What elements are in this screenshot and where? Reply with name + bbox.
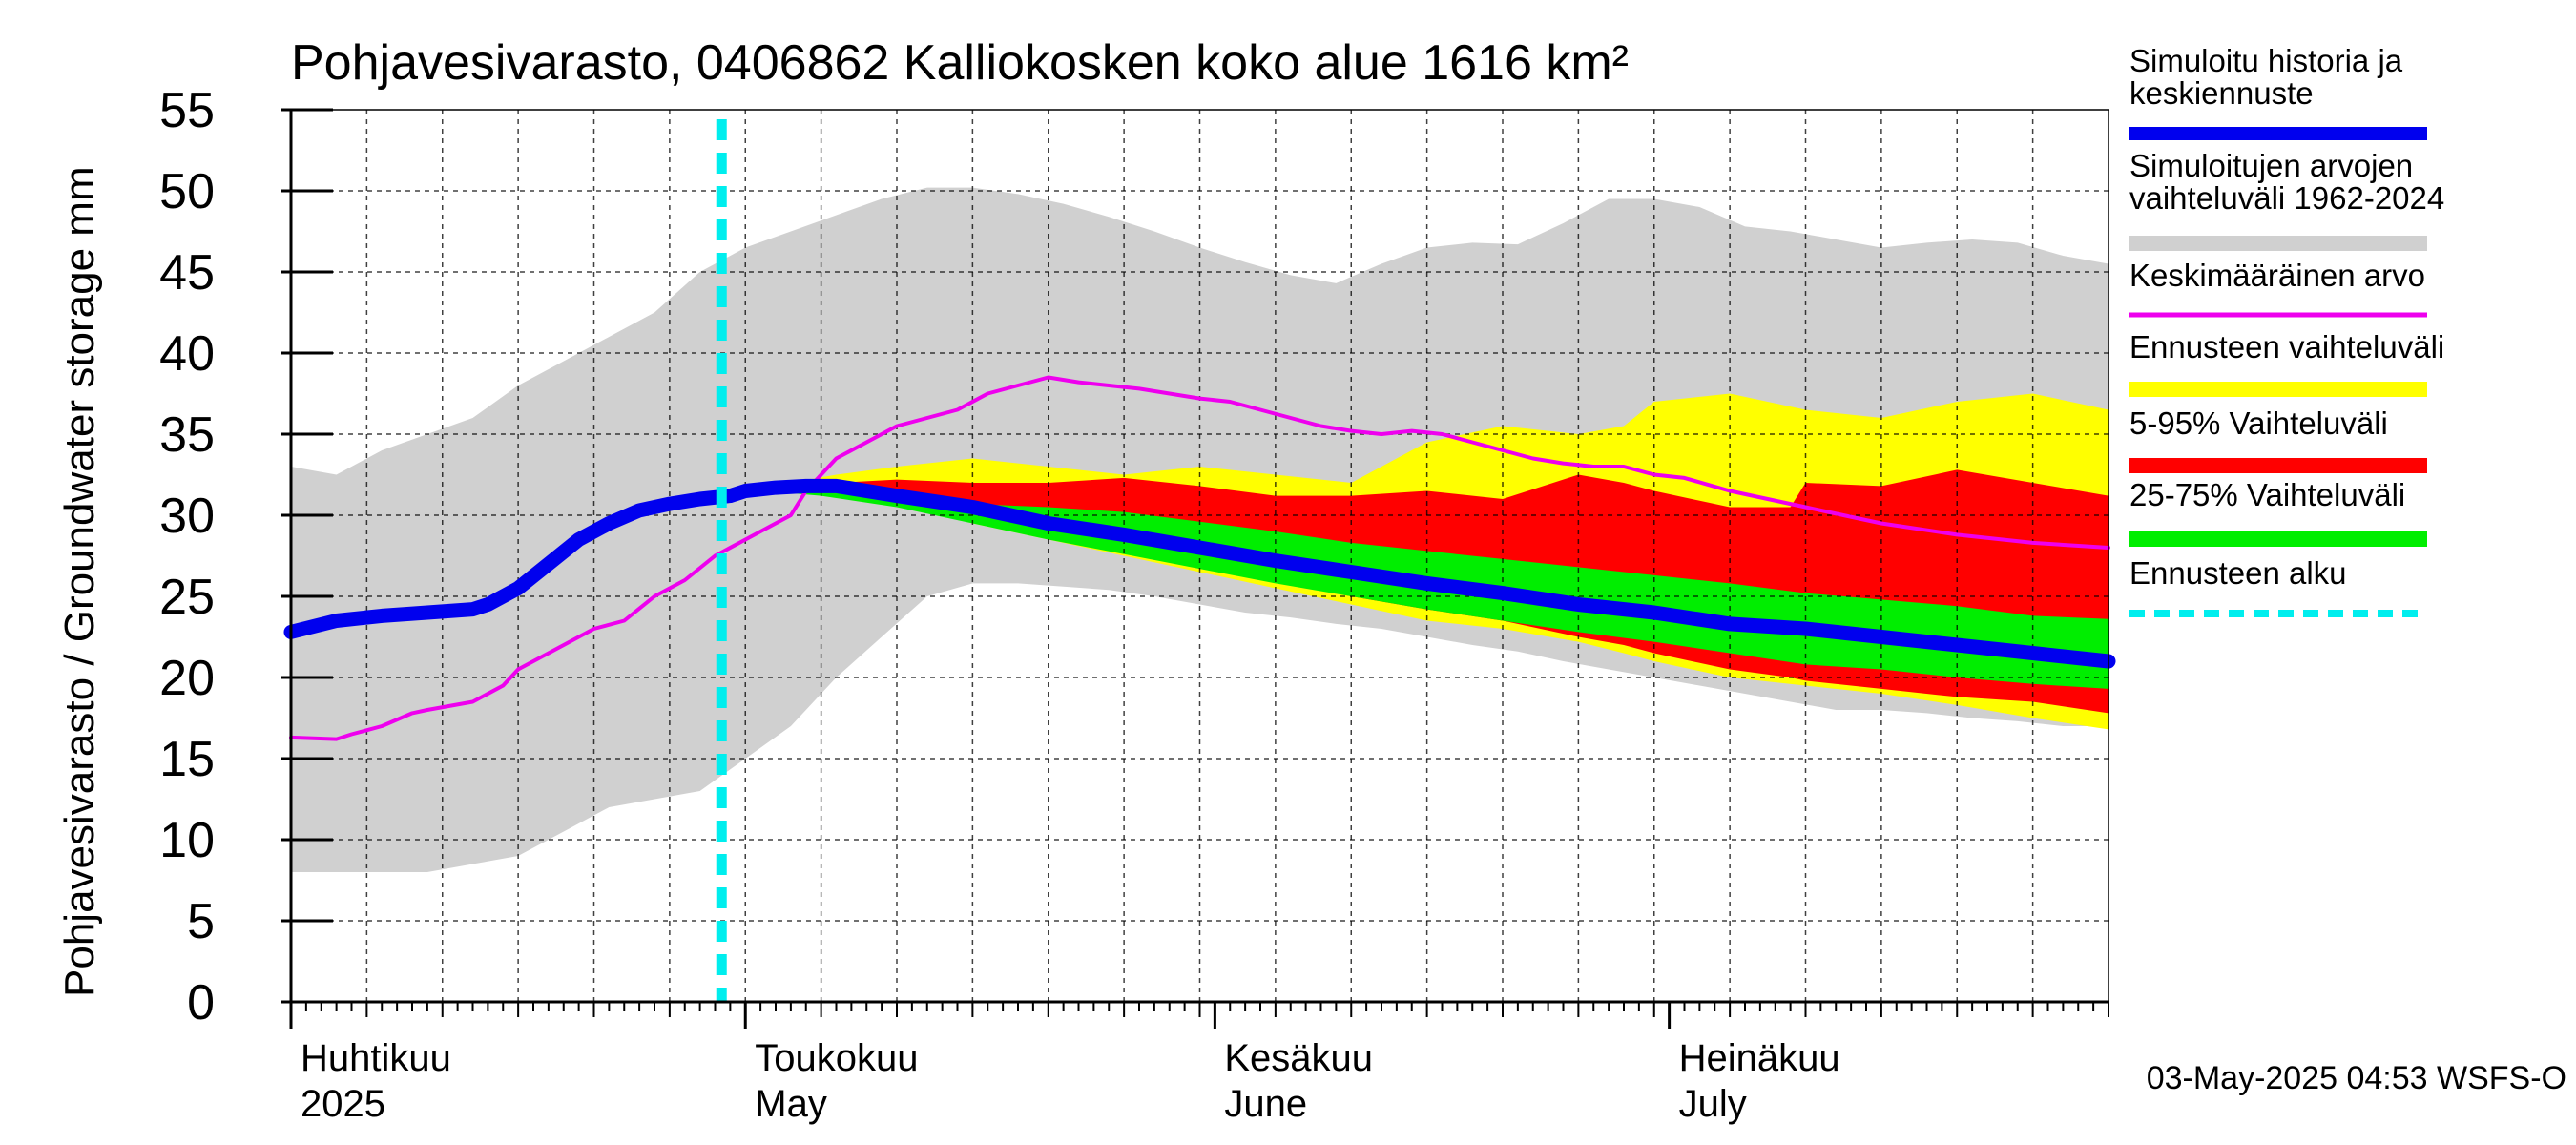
y-tick-layer: 0 5 10 15 20 25 30 35 40 45 50 55 — [159, 83, 333, 1030]
month-label-en-2: June — [1224, 1083, 1307, 1125]
y-tick-label-55: 55 — [159, 83, 215, 138]
month-label-en-1: May — [755, 1083, 827, 1125]
grid-layer — [291, 110, 2109, 1002]
y-tick-label-35: 35 — [159, 407, 215, 463]
legend-label-0-0: Simuloitu historia ja — [2129, 43, 2403, 78]
y-tick-label-5: 5 — [187, 894, 215, 949]
lines-layer — [283, 375, 2116, 741]
legend-swatch-3 — [2129, 382, 2427, 397]
legend-swatch-1 — [2129, 236, 2427, 251]
y-axis-label: Pohjavesivarasto / Groundwater storage m… — [56, 166, 103, 997]
month-label-en-0: 2025 — [301, 1083, 385, 1125]
month-label-fi-2: Kesäkuu — [1224, 1037, 1373, 1079]
legend-swatch-4 — [2129, 458, 2427, 473]
y-tick-label-40: 40 — [159, 326, 215, 382]
legend-label-1-1: vaihteluväli 1962-2024 — [2129, 180, 2444, 216]
y-tick-label-50: 50 — [159, 164, 215, 219]
x-tick-layer — [289, 1002, 2109, 1029]
month-label-en-3: July — [1679, 1083, 1747, 1125]
y-tick-label-30: 30 — [159, 489, 215, 544]
month-label-fi-1: Toukokuu — [755, 1037, 918, 1079]
legend-label-4-0: 5-95% Vaihteluväli — [2129, 406, 2388, 441]
median-forecast-line — [283, 478, 2116, 669]
mean-value-line — [289, 375, 2110, 741]
legend-label-0-1: keskiennuste — [2129, 75, 2314, 111]
y-tick-label-0: 0 — [187, 975, 215, 1030]
chart-title: Pohjavesivarasto, 0406862 Kalliokosken k… — [291, 35, 1629, 91]
y-tick-label-20: 20 — [159, 651, 215, 706]
legend-label-2-0: Keskimääräinen arvo — [2129, 258, 2425, 293]
y-tick-label-45: 45 — [159, 245, 215, 301]
legend-label-3-0: Ennusteen vaihteluväli — [2129, 329, 2444, 364]
month-label-fi-0: Huhtikuu — [301, 1037, 451, 1079]
y-tick-label-15: 15 — [159, 732, 215, 787]
y-tick-label-10: 10 — [159, 813, 215, 868]
legend-swatch-5 — [2129, 531, 2427, 547]
timestamp-text: 03-May-2025 04:53 WSFS-O — [2147, 1060, 2566, 1096]
month-label-fi-3: Heinäkuu — [1679, 1037, 1840, 1079]
legend-label-5-0: 25-75% Vaihteluväli — [2129, 477, 2405, 512]
y-tick-label-25: 25 — [159, 570, 215, 625]
legend-label-1-0: Simuloitujen arvojen — [2129, 148, 2413, 183]
legend-label-6-0: Ennusteen alku — [2129, 555, 2347, 591]
